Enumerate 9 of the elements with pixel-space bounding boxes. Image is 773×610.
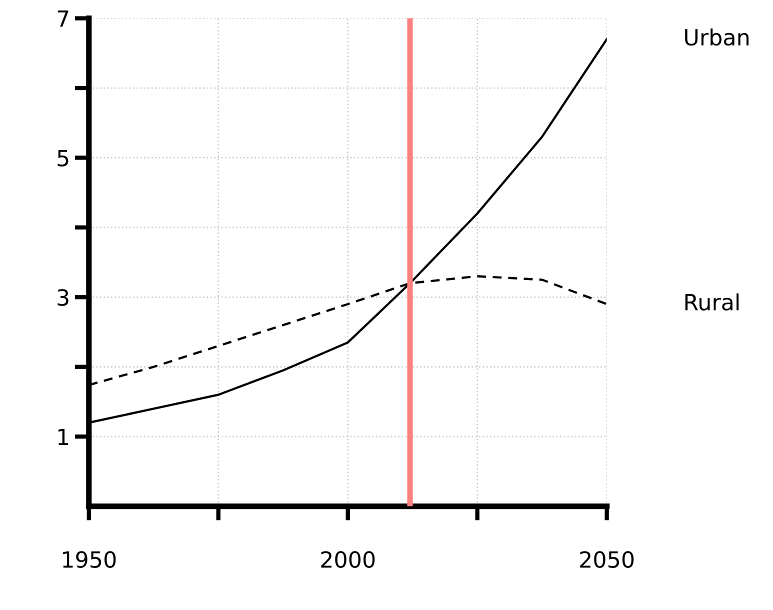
x-tick-label: 2000 xyxy=(321,551,375,568)
text: Rural xyxy=(685,293,739,311)
x-tick-label: 1950 xyxy=(63,551,116,568)
y-tick-label: 5 xyxy=(58,150,68,166)
text: Urban xyxy=(685,28,749,46)
y-tick-label: 3 xyxy=(58,289,68,306)
y-tick-label: 1 xyxy=(58,428,68,446)
x-tick-label: 2050 xyxy=(580,551,634,568)
y-tick-label: 7 xyxy=(58,10,68,27)
